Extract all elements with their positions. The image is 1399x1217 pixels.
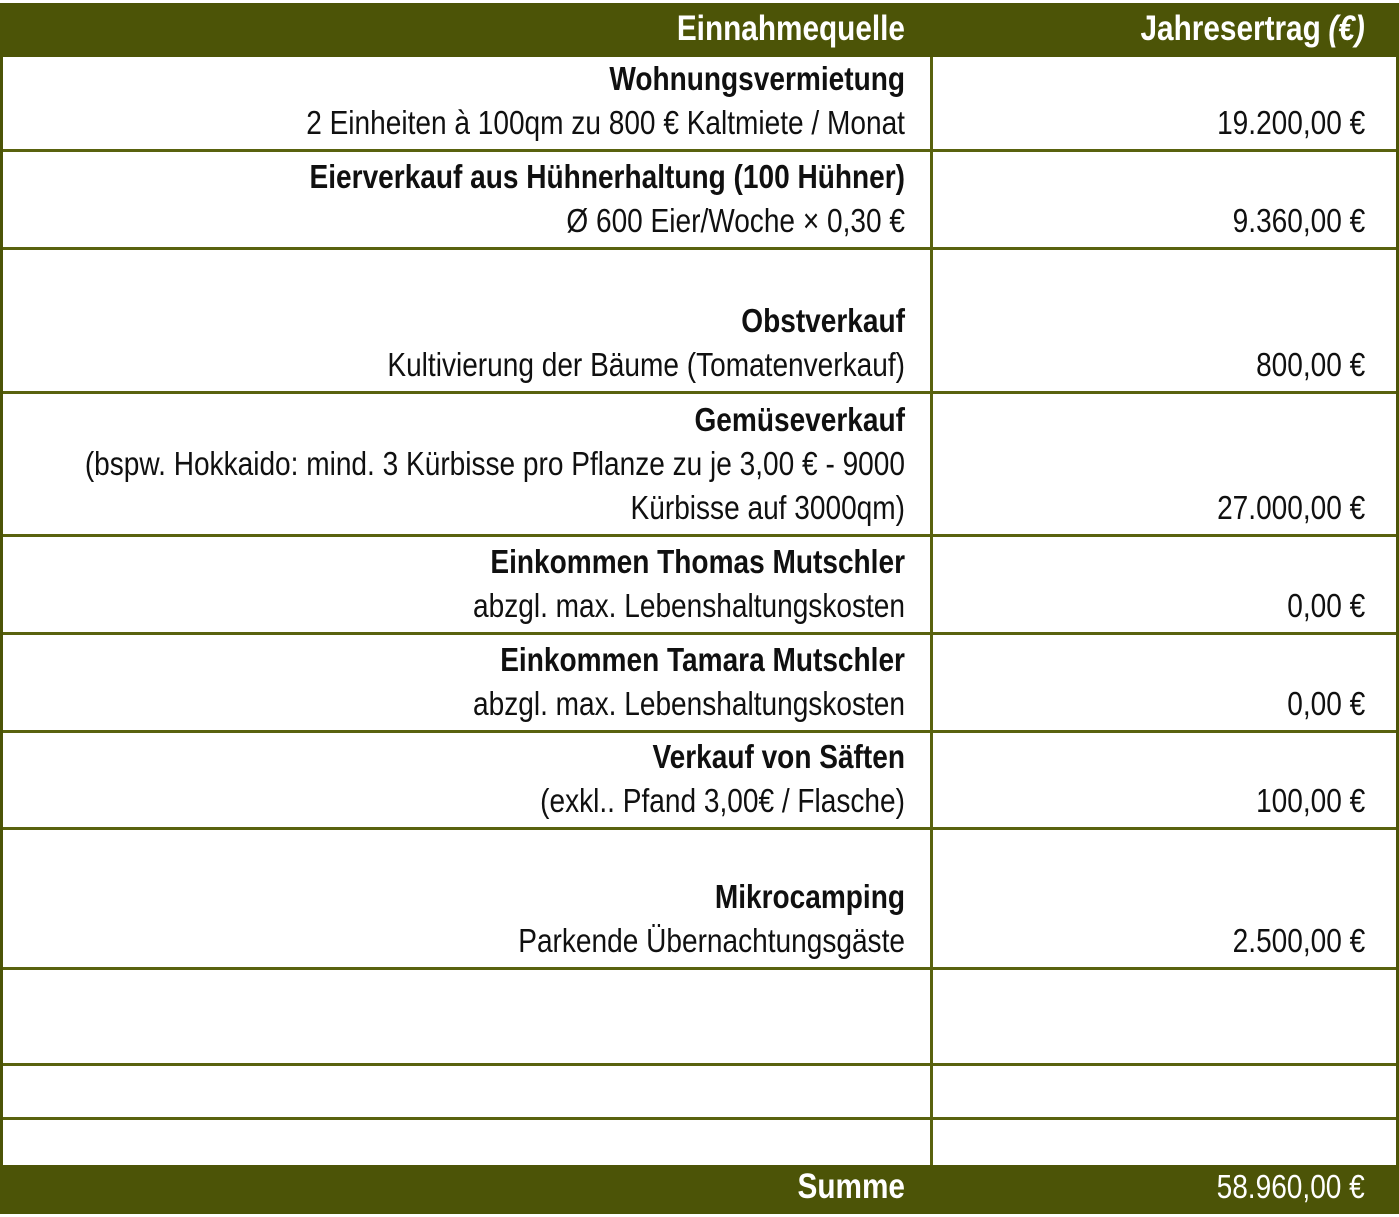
row-source-cell (3, 970, 930, 1063)
row-subtitle: (bspw. Hokkaido: mind. 3 Kürbisse pro Pf… (84, 445, 905, 526)
row-value-cell (930, 970, 1396, 1063)
row-subtitle: (exkl.. Pfand 3,00€ / Flasche) (540, 782, 905, 819)
row-subtitle: Kultivierung der Bäume (Tomatenverkauf) (387, 346, 905, 383)
row-value: 0,00 € (1287, 685, 1365, 722)
row-title: Einkommen Thomas Mutschler (490, 543, 905, 580)
row-title: Gemüseverkauf (694, 401, 905, 438)
header-yield-label: Jahresertrag (€) (940, 8, 1365, 50)
table-row: Eierverkauf aus Hühnerhaltung (100 Hühne… (3, 152, 1396, 250)
table-footer-row: Summe 58.960,00 € (3, 1165, 1396, 1214)
row-value-cell: 0,00 € (930, 635, 1396, 730)
table-row: Wohnungsvermietung 2 Einheiten à 100qm z… (3, 57, 1396, 152)
row-value-cell (930, 1120, 1396, 1165)
row-source-cell: Verkauf von Säften (exkl.. Pfand 3,00€ /… (3, 733, 930, 827)
table-row: Gemüseverkauf (bspw. Hokkaido: mind. 3 K… (3, 394, 1396, 537)
table-row: Verkauf von Säften (exkl.. Pfand 3,00€ /… (3, 733, 1396, 830)
row-value-cell: 800,00 € (930, 250, 1396, 391)
row-value-cell: 0,00 € (930, 537, 1396, 632)
header-source-label: Einnahmequelle (676, 9, 905, 48)
row-value: 9.360,00 € (1232, 202, 1365, 239)
row-value-cell: 100,00 € (930, 733, 1396, 827)
row-subtitle: 2 Einheiten à 100qm zu 800 € Kaltmiete /… (306, 104, 905, 141)
row-value: 0,00 € (1287, 587, 1365, 624)
row-source-cell: Einkommen Tamara Mutschler abzgl. max. L… (3, 635, 930, 730)
row-source-cell: Einkommen Thomas Mutschler abzgl. max. L… (3, 537, 930, 632)
header-yield-unit: (€) (1328, 9, 1365, 48)
row-title: Wohnungsvermietung (609, 60, 905, 97)
row-subtitle: Ø 600 Eier/Woche × 0,30 € (566, 202, 905, 239)
row-source-cell: Obstverkauf Kultivierung der Bäume (Toma… (3, 250, 930, 391)
row-title: Einkommen Tamara Mutschler (500, 641, 905, 678)
row-value: 800,00 € (1255, 346, 1365, 383)
row-source-cell: Mikrocamping Parkende Übernachtungsgäste (3, 830, 930, 967)
table-row: Einkommen Thomas Mutschler abzgl. max. L… (3, 537, 1396, 635)
table-row: Obstverkauf Kultivierung der Bäume (Toma… (3, 250, 1396, 394)
table-header-row: Einnahmequelle Jahresertrag (€) (3, 3, 1396, 57)
row-value: 27.000,00 € (1216, 489, 1365, 526)
row-source-cell: Gemüseverkauf (bspw. Hokkaido: mind. 3 K… (3, 394, 930, 534)
footer-label-cell: Summe (3, 1165, 930, 1214)
row-value: 2.500,00 € (1232, 922, 1365, 959)
table-row: Einkommen Tamara Mutschler abzgl. max. L… (3, 635, 1396, 733)
row-value-cell (930, 1066, 1396, 1117)
row-value-cell: 19.200,00 € (930, 57, 1396, 149)
row-title: Obstverkauf (741, 302, 905, 339)
table-row: Mikrocamping Parkende Übernachtungsgäste… (3, 830, 1396, 970)
table-row-empty (3, 1120, 1396, 1165)
row-value: 19.200,00 € (1216, 104, 1365, 141)
row-source-cell: Eierverkauf aus Hühnerhaltung (100 Hühne… (3, 152, 930, 247)
row-value-cell: 2.500,00 € (930, 830, 1396, 967)
row-subtitle: abzgl. max. Lebenshaltungskosten (473, 587, 905, 624)
row-source-cell (3, 1066, 930, 1117)
header-yield-text: Jahresertrag (1140, 9, 1321, 48)
row-title: Mikrocamping (714, 878, 905, 915)
row-value: 100,00 € (1255, 782, 1365, 819)
row-title: Verkauf von Säften (652, 738, 905, 775)
footer-value-cell: 58.960,00 € (930, 1165, 1396, 1214)
row-value-cell: 9.360,00 € (930, 152, 1396, 247)
sum-label: Summe (797, 1167, 905, 1206)
row-source-cell: Wohnungsvermietung 2 Einheiten à 100qm z… (3, 57, 930, 149)
header-cell-source: Einnahmequelle (3, 3, 930, 57)
row-subtitle: abzgl. max. Lebenshaltungskosten (473, 685, 905, 722)
row-value-cell: 27.000,00 € (930, 394, 1396, 534)
row-subtitle: Parkende Übernachtungsgäste (518, 922, 905, 959)
table-row-empty (3, 1066, 1396, 1120)
header-cell-yield: Jahresertrag (€) (930, 3, 1396, 57)
row-source-cell (3, 1120, 930, 1165)
income-table: Einnahmequelle Jahresertrag (€) Wohnungsv… (0, 3, 1399, 1214)
sum-value: 58.960,00 € (1216, 1168, 1365, 1205)
row-title: Eierverkauf aus Hühnerhaltung (100 Hühne… (309, 158, 905, 195)
table-row-empty (3, 970, 1396, 1066)
